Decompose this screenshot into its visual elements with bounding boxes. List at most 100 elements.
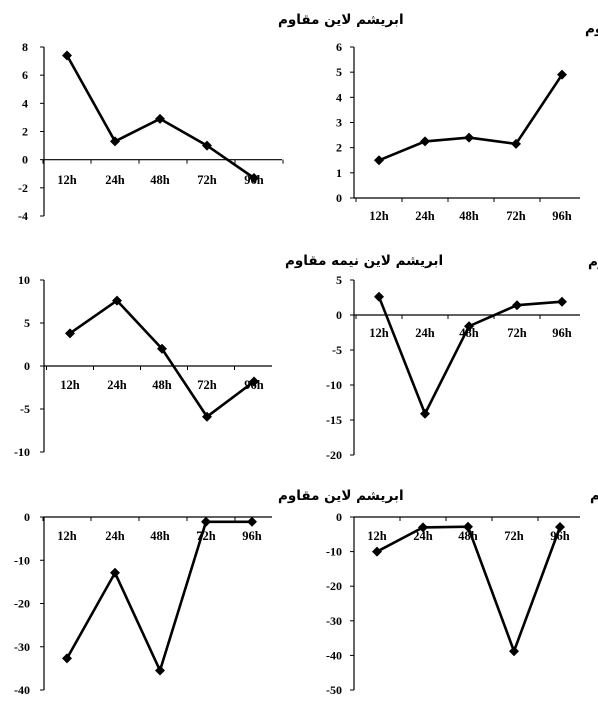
data-point-marker (112, 295, 122, 306)
x-tick-label: 72h (197, 378, 217, 392)
y-tick-label: -30 (326, 614, 342, 628)
data-point-marker (463, 521, 473, 532)
series-line (378, 73, 564, 162)
data-point-marker (557, 69, 567, 80)
data-point-marker (202, 140, 212, 151)
data-point-marker (155, 665, 165, 676)
data-point-marker (509, 646, 519, 657)
x-tick-label: 12h (367, 529, 387, 543)
data-point-marker (374, 155, 384, 166)
y-tick-label: -5 (20, 402, 30, 416)
chart-panel-6: دانه لاین مقاوم0-10-20-30-40-5012h24h48h… (326, 488, 598, 697)
data-point-marker (420, 408, 430, 419)
y-tick-label: -10 (326, 545, 342, 559)
y-tick-label: 1 (336, 166, 342, 180)
y-tick-label: -30 (14, 640, 30, 654)
y-tick-label: 8 (22, 40, 28, 54)
data-point-marker (464, 132, 474, 143)
y-tick-label: 6 (22, 68, 28, 82)
y-tick-label: -40 (326, 648, 342, 662)
y-tick-label: 0 (22, 153, 28, 167)
y-tick-label: 2 (336, 141, 342, 155)
y-tick-label: 6 (336, 40, 342, 54)
x-tick-label: 72h (504, 529, 524, 543)
y-tick-label: -10 (14, 445, 30, 459)
y-tick-label: -20 (326, 448, 342, 462)
x-tick-label: 96h (552, 209, 572, 223)
data-point-marker (157, 343, 167, 354)
y-tick-label: -50 (326, 683, 342, 697)
data-point-marker (110, 567, 120, 578)
data-point-marker (155, 113, 165, 124)
chart-panel-4: دانه لاین نیمه مقاوم50-5-10-15-2012h24h4… (326, 254, 598, 462)
data-point-marker (372, 546, 382, 557)
data-point-marker (511, 138, 521, 149)
chart-title: ابریشم لاین مقاوم (278, 12, 404, 28)
y-tick-label: 0 (336, 308, 342, 322)
x-tick-label: 72h (197, 173, 217, 187)
x-tick-label: 12h (369, 326, 389, 340)
x-tick-label: 96h (242, 529, 262, 543)
y-tick-label: -10 (326, 378, 342, 392)
x-tick-label: 48h (150, 529, 170, 543)
x-tick-label: 12h (57, 529, 77, 543)
chart-title: ابریشم لاین مقاوم (278, 488, 404, 504)
x-tick-label: 24h (105, 529, 125, 543)
y-tick-label: 3 (336, 116, 342, 130)
data-point-marker (202, 411, 212, 422)
y-tick-label: 4 (336, 90, 342, 104)
data-point-marker (249, 172, 259, 183)
series-line (69, 298, 255, 419)
y-tick-label: -20 (14, 597, 30, 611)
data-point-marker (201, 516, 211, 527)
x-tick-label: 96h (552, 326, 572, 340)
x-tick-label: 72h (506, 209, 526, 223)
x-tick-label: 48h (459, 209, 479, 223)
series-line (65, 520, 252, 675)
chart-panel-1: ابریشم لاین مقاوم86420-2-412h24h48h72h96… (18, 12, 404, 223)
y-tick-label: 4 (22, 96, 28, 110)
y-tick-label: 0 (336, 191, 342, 205)
y-tick-label: -20 (326, 579, 342, 593)
series-line (376, 525, 562, 655)
y-tick-label: 5 (336, 65, 342, 79)
chart-title: دانه لاین مقاوم (590, 488, 598, 504)
data-point-marker (557, 296, 567, 307)
data-point-marker (512, 300, 522, 311)
y-tick-label: 10 (18, 273, 30, 287)
x-tick-label: 24h (105, 173, 125, 187)
chart-panel-2: دانه لاین مقاوم 6 5 4 3 2 1 0 12h 24h 48h 72h 96h (336, 21, 598, 223)
y-tick-label: 0 (336, 510, 342, 524)
x-tick-label: 48h (152, 378, 172, 392)
x-tick-label: 12h (57, 173, 77, 187)
y-tick-label: -5 (332, 343, 342, 357)
y-tick-label: -4 (18, 209, 28, 223)
x-tick-label: 24h (415, 209, 435, 223)
x-tick-label: 12h (369, 209, 389, 223)
y-tick-label: -40 (14, 683, 30, 697)
y-tick-label: 0 (24, 510, 30, 524)
data-point-marker (62, 50, 72, 61)
x-tick-label: 48h (150, 173, 170, 187)
data-point-marker (110, 136, 120, 147)
series-line (377, 296, 563, 417)
y-tick-label: 5 (336, 273, 342, 287)
data-point-marker (249, 376, 259, 387)
data-point-marker (420, 136, 430, 147)
y-tick-label: 0 (24, 359, 30, 373)
x-tick-label: 24h (107, 378, 127, 392)
y-tick-label: -10 (14, 553, 30, 567)
y-tick-label: 5 (24, 316, 30, 330)
y-tick-label: -2 (18, 181, 28, 195)
data-point-marker (62, 653, 72, 664)
data-point-marker (247, 516, 257, 527)
x-tick-label: 72h (507, 326, 527, 340)
x-tick-label: 12h (60, 378, 80, 392)
y-tick-label: -15 (326, 413, 342, 427)
data-point-marker (65, 328, 75, 339)
data-point-marker (464, 321, 474, 332)
chart-title: ابریشم لاین نیمه مقاوم (285, 253, 443, 269)
